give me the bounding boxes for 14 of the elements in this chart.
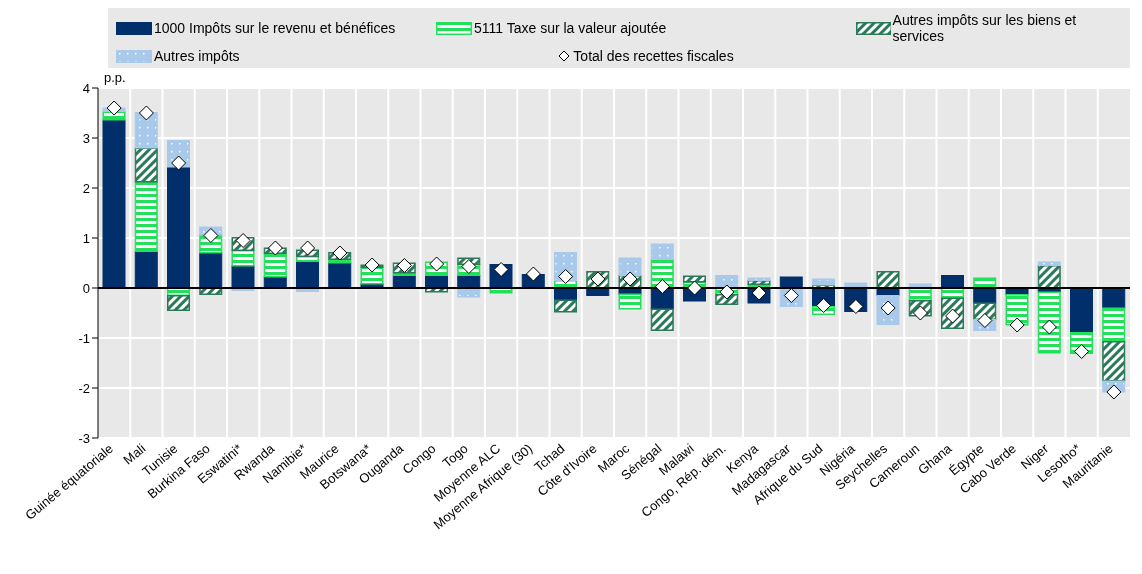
- legend-label: Autres impôts: [154, 48, 240, 64]
- y-tick-label: -1: [78, 330, 90, 346]
- y-tick-label: 4: [82, 80, 90, 96]
- legend-label: 5111 Taxe sur la valeur ajoutée: [474, 20, 667, 36]
- legend-label: Total des recettes fiscales: [573, 48, 734, 64]
- y-axis-title: p.p.: [104, 70, 126, 85]
- legend-label: 1000 Impôts sur le revenu et bénéfices: [154, 20, 396, 36]
- y-tick-label: -2: [78, 380, 90, 396]
- y-tick-label: 2: [82, 180, 90, 196]
- y-tick-label: 0: [82, 280, 90, 296]
- legend-label: Autres impôts sur les biens et services: [892, 12, 1078, 44]
- y-tick-label: 3: [82, 130, 90, 146]
- y-tick-label: 1: [82, 230, 90, 246]
- y-tick-label: -3: [78, 430, 90, 446]
